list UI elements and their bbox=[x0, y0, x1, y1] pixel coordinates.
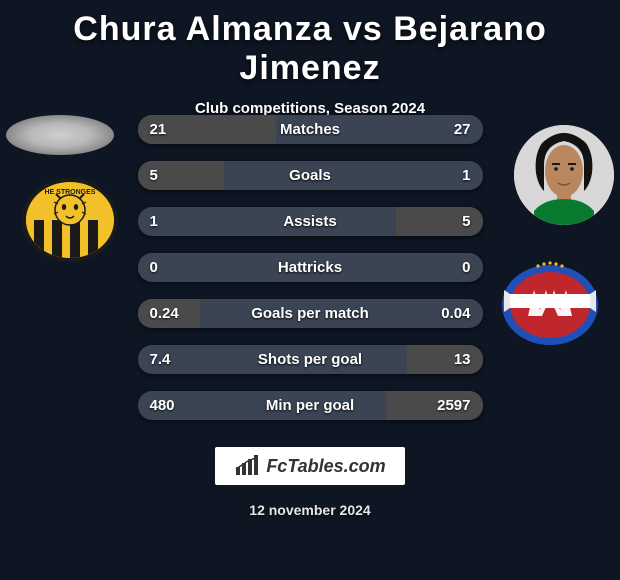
stat-row-mpg: 480 Min per goal 2597 bbox=[138, 391, 483, 420]
stat-row-goals: 5 Goals 1 bbox=[138, 161, 483, 190]
footer-date: 12 november 2024 bbox=[0, 502, 620, 518]
stat-val-right: 2597 bbox=[437, 391, 470, 420]
stat-label: Goals per match bbox=[138, 299, 483, 328]
stat-val-right: 0.04 bbox=[441, 299, 470, 328]
stat-row-spg: 7.4 Shots per goal 13 bbox=[138, 345, 483, 374]
stat-label: Assists bbox=[138, 207, 483, 236]
stat-row-gpm: 0.24 Goals per match 0.04 bbox=[138, 299, 483, 328]
stat-val-right: 27 bbox=[454, 115, 471, 144]
stat-label: Matches bbox=[138, 115, 483, 144]
stat-label: Hattricks bbox=[138, 253, 483, 282]
stat-label: Min per goal bbox=[138, 391, 483, 420]
stat-row-matches: 21 Matches 27 bbox=[138, 115, 483, 144]
stat-row-hattricks: 0 Hattricks 0 bbox=[138, 253, 483, 282]
stat-label: Shots per goal bbox=[138, 345, 483, 374]
stat-row-assists: 1 Assists 5 bbox=[138, 207, 483, 236]
stat-val-right: 5 bbox=[462, 207, 470, 236]
stat-val-right: 13 bbox=[454, 345, 471, 374]
footer-logo-text: FcTables.com bbox=[266, 456, 385, 477]
stat-val-right: 0 bbox=[462, 253, 470, 282]
page-title: Chura Almanza vs Bejarano Jimenez bbox=[0, 0, 620, 88]
stat-val-right: 1 bbox=[462, 161, 470, 190]
footer-logo: FcTables.com bbox=[215, 447, 405, 485]
chart-icon bbox=[234, 455, 262, 477]
stat-label: Goals bbox=[138, 161, 483, 190]
stats-area: 21 Matches 27 5 Goals 1 1 Assists 5 0 Ha… bbox=[0, 115, 620, 437]
